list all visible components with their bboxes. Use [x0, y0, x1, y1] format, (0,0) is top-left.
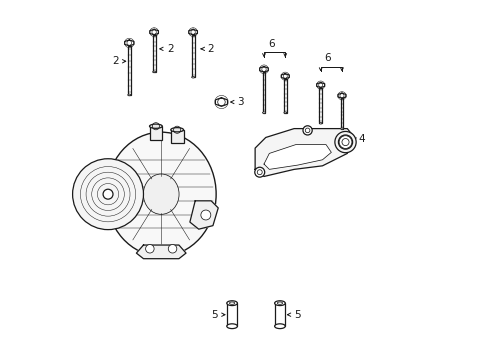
Bar	[149, 126, 162, 140]
Ellipse shape	[149, 124, 162, 128]
Text: 5: 5	[294, 310, 300, 320]
Polygon shape	[316, 82, 324, 87]
Polygon shape	[189, 201, 218, 229]
Polygon shape	[149, 30, 158, 35]
Text: 4: 4	[357, 134, 364, 144]
Bar	[319, 87, 322, 123]
Circle shape	[145, 244, 154, 253]
Bar	[226, 303, 237, 326]
Polygon shape	[281, 74, 289, 79]
Bar	[274, 303, 285, 326]
Bar	[340, 98, 343, 129]
Circle shape	[303, 126, 311, 135]
Ellipse shape	[191, 76, 194, 78]
Ellipse shape	[152, 71, 155, 73]
Polygon shape	[124, 40, 134, 46]
Polygon shape	[337, 93, 345, 98]
Polygon shape	[264, 145, 331, 169]
Ellipse shape	[143, 174, 179, 214]
Polygon shape	[188, 30, 197, 35]
Bar	[284, 79, 286, 113]
Bar	[152, 35, 155, 72]
Circle shape	[338, 135, 352, 149]
Polygon shape	[255, 129, 354, 176]
Circle shape	[168, 244, 177, 253]
Bar	[170, 130, 183, 143]
Ellipse shape	[106, 132, 216, 256]
Circle shape	[334, 131, 355, 153]
Text: 3: 3	[237, 97, 244, 107]
Bar	[191, 35, 194, 77]
Text: 1: 1	[98, 170, 104, 180]
Circle shape	[201, 210, 210, 220]
Ellipse shape	[274, 324, 285, 329]
Text: 5: 5	[211, 310, 217, 320]
Ellipse shape	[319, 123, 322, 124]
Ellipse shape	[340, 128, 343, 129]
Ellipse shape	[170, 128, 183, 132]
Circle shape	[72, 159, 143, 230]
Polygon shape	[136, 245, 185, 259]
Text: 2: 2	[166, 44, 173, 54]
Polygon shape	[259, 67, 268, 72]
Ellipse shape	[127, 94, 131, 96]
Text: 2: 2	[112, 56, 118, 66]
Text: 7: 7	[98, 205, 104, 215]
Polygon shape	[215, 98, 227, 106]
Ellipse shape	[226, 301, 237, 306]
Text: 2: 2	[207, 44, 214, 54]
Bar	[127, 46, 131, 95]
Circle shape	[103, 189, 113, 199]
Ellipse shape	[284, 112, 286, 113]
Text: 6: 6	[324, 53, 330, 63]
Circle shape	[254, 167, 264, 177]
Ellipse shape	[262, 112, 265, 113]
Ellipse shape	[226, 324, 237, 329]
Text: 6: 6	[267, 39, 274, 49]
Ellipse shape	[274, 301, 285, 306]
Bar	[262, 72, 265, 113]
